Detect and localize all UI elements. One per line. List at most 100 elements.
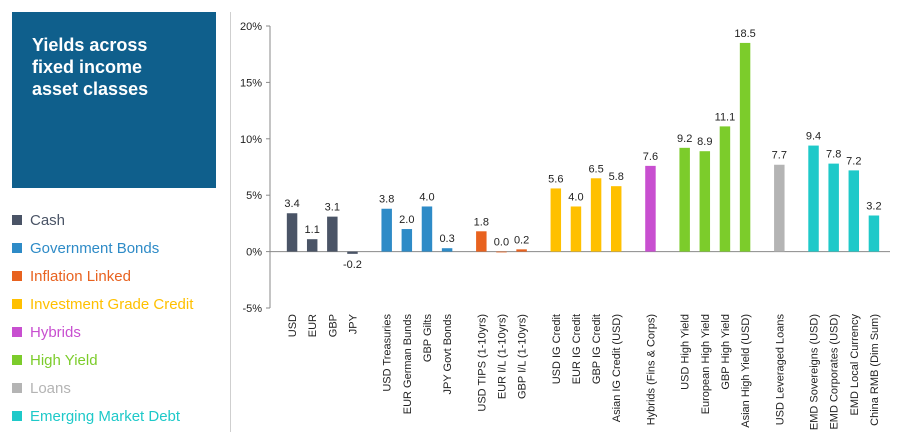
legend-swatch — [12, 355, 22, 365]
x-tick-label: Asian IG Credit (USD) — [611, 314, 623, 422]
data-label: 8.9 — [697, 136, 712, 148]
legend-swatch — [12, 299, 22, 309]
x-tick-label: JPY — [347, 313, 359, 334]
data-label: 6.5 — [588, 163, 603, 175]
x-tick-label: GBP High Yield — [720, 314, 732, 390]
bar — [347, 251, 358, 254]
x-tick-label: USD Treasuries — [382, 314, 394, 392]
legend-item-loans: Loans — [12, 374, 193, 402]
legend-swatch — [12, 271, 22, 281]
bar — [327, 216, 338, 252]
x-tick-label: Hybrids (Fins & Corps) — [645, 314, 657, 425]
bar — [679, 147, 690, 252]
bar — [401, 229, 413, 252]
x-tick-label: GBP IG Credit — [591, 314, 603, 384]
data-label: 9.4 — [806, 131, 821, 143]
legend-label: Hybrids — [30, 323, 81, 341]
legend-item-investment-grade-credit: Investment Grade Credit — [12, 290, 193, 318]
bar — [808, 145, 819, 252]
data-label: 7.2 — [846, 155, 861, 167]
bar — [286, 213, 298, 252]
y-tick-label: 5% — [246, 190, 262, 202]
bar — [306, 239, 318, 252]
chart-title-box: Yields across fixed income asset classes — [12, 12, 216, 188]
data-label: 7.8 — [826, 149, 841, 161]
x-tick-label: EMD Sovereigns (USD) — [809, 314, 821, 430]
y-tick-label: 10% — [240, 134, 262, 146]
y-tick-label: -5% — [242, 303, 262, 315]
data-label: 3.8 — [379, 194, 394, 206]
data-label: -0.2 — [343, 259, 362, 271]
bar — [590, 178, 602, 252]
x-tick-label: EUR German Bunds — [402, 314, 414, 415]
legend-label: Cash — [30, 211, 66, 229]
data-label: 4.0 — [568, 191, 583, 203]
legend-label: Investment Grade Credit — [30, 295, 194, 313]
x-tick-label: European High Yield — [700, 314, 712, 414]
data-label: 4.0 — [419, 191, 434, 203]
title-line-1: Yields across — [32, 35, 148, 55]
legend-item-government-bonds: Government Bonds — [12, 234, 193, 262]
x-tick-label: EUR IG Credit — [571, 314, 583, 384]
data-label: 18.5 — [734, 28, 755, 40]
title-line-2: fixed income — [32, 57, 143, 77]
legend-swatch — [12, 243, 22, 253]
data-label: 7.6 — [643, 151, 658, 163]
x-tick-label: USD TIPS (1-10yrs) — [476, 314, 488, 412]
x-tick-label: EUR — [307, 314, 319, 337]
y-tick-label: 0% — [246, 247, 262, 259]
data-label: 0.3 — [439, 233, 454, 245]
legend-item-hybrids: Hybrids — [12, 318, 193, 346]
title-line-3: asset classes — [32, 79, 149, 99]
data-label: 0.2 — [514, 234, 529, 246]
legend-item-cash: Cash — [12, 206, 193, 234]
x-tick-label: USD IG Credit — [551, 314, 563, 384]
y-tick-label: 20% — [240, 21, 262, 33]
data-label: 3.4 — [284, 198, 299, 210]
bar — [421, 206, 433, 252]
data-label: 1.8 — [474, 216, 489, 228]
data-label: 9.2 — [677, 133, 692, 145]
x-tick-label: USD Leveraged Loans — [774, 314, 786, 426]
y-tick-label: 15% — [240, 77, 262, 89]
x-tick-label: GBP Gilts — [422, 314, 434, 363]
legend-swatch — [12, 411, 22, 421]
data-label: 2.0 — [399, 214, 414, 226]
data-label: 7.7 — [772, 150, 787, 162]
data-label: 1.1 — [305, 224, 320, 236]
bar — [570, 206, 582, 252]
bar — [828, 163, 839, 252]
panel-divider — [230, 12, 231, 432]
bar — [496, 251, 507, 253]
bar — [699, 151, 711, 252]
x-tick-label: China RMB (Dim Sum) — [869, 314, 881, 426]
data-label: 5.8 — [609, 171, 624, 183]
bar — [516, 249, 527, 252]
legend-item-high-yield: High Yield — [12, 346, 193, 374]
legend-label: Government Bonds — [30, 239, 160, 257]
legend-label: High Yield — [30, 351, 98, 369]
x-tick-label: GBP — [327, 314, 339, 337]
x-tick-label: EUR I/L (1-10yrs) — [496, 314, 508, 399]
legend: Cash Government Bonds Inflation Linked I… — [12, 206, 193, 430]
bar — [550, 188, 562, 252]
data-label: 3.1 — [325, 202, 340, 214]
bar — [441, 248, 453, 252]
data-label: 3.2 — [866, 201, 881, 213]
legend-swatch — [12, 327, 22, 337]
data-label: 0.0 — [494, 237, 509, 249]
legend-swatch — [12, 215, 22, 225]
legend-label: Inflation Linked — [30, 267, 131, 285]
x-tick-label: USD High Yield — [680, 314, 692, 390]
legend-swatch — [12, 383, 22, 393]
bar — [381, 208, 392, 252]
data-label: 5.6 — [548, 173, 563, 185]
legend-item-inflation-linked: Inflation Linked — [12, 262, 193, 290]
bar — [848, 170, 860, 252]
bar — [739, 42, 751, 252]
legend-label: Loans — [30, 379, 71, 397]
bar — [719, 126, 731, 252]
x-tick-label: GBP I/L (1-10yrs) — [517, 314, 529, 399]
data-label: 11.1 — [715, 111, 736, 123]
